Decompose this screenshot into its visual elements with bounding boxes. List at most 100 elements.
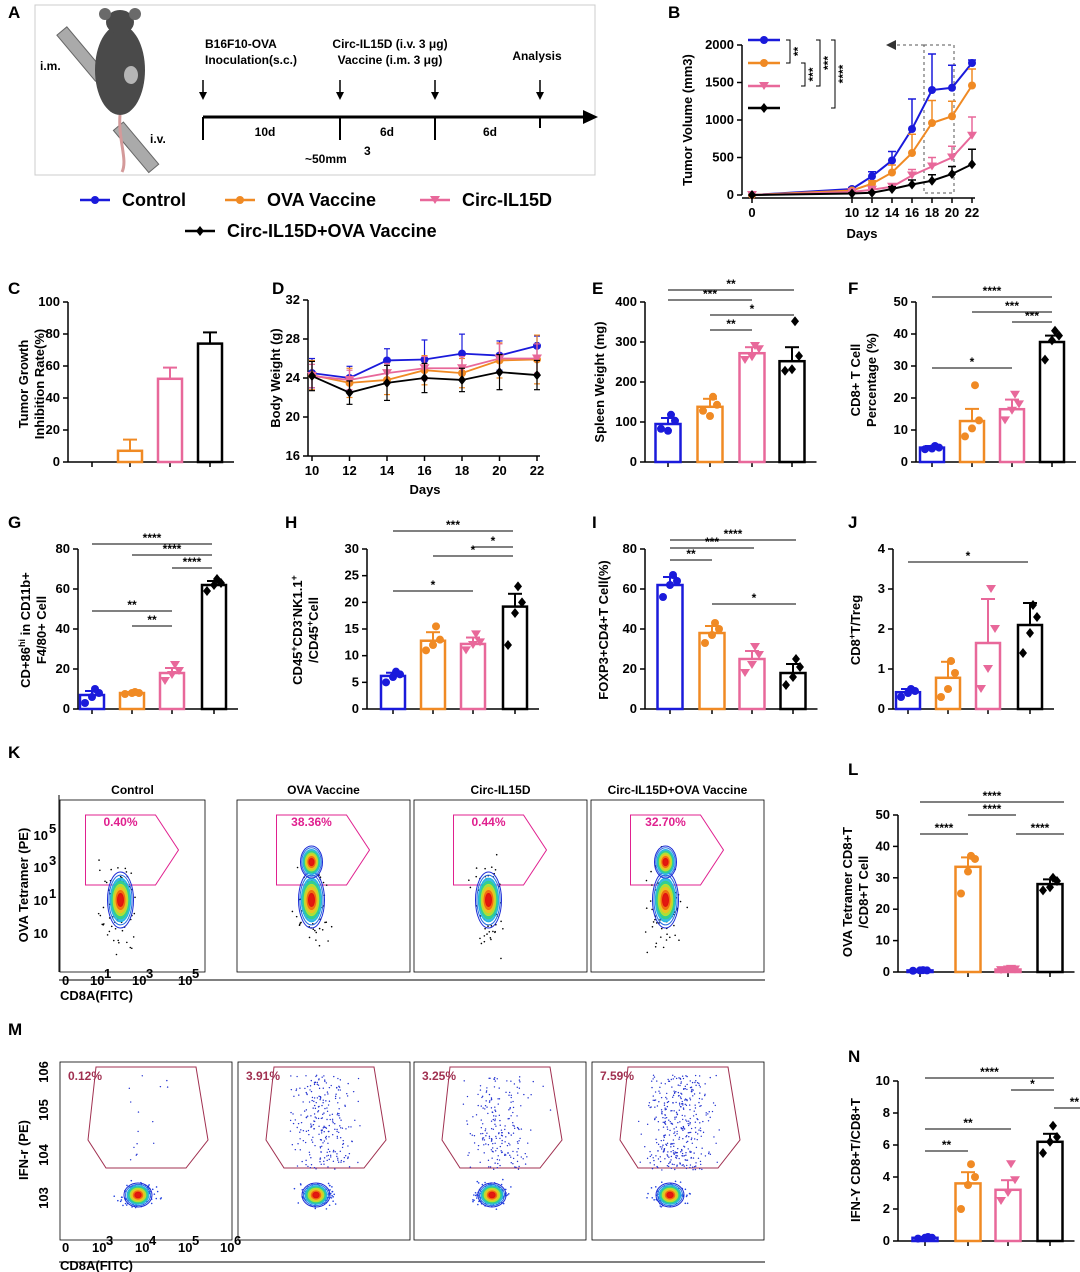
step1-line2: Inoculation(s.c.) xyxy=(205,53,297,67)
b-y-ticklabel: 1000 xyxy=(705,112,734,127)
n-y-ticklabel: 8 xyxy=(883,1105,890,1120)
m-y-ticklabel: 106 xyxy=(36,1061,51,1083)
f-sig-label: **** xyxy=(983,284,1002,298)
m-event-dot xyxy=(151,1188,154,1191)
m-event-dot xyxy=(499,1164,501,1167)
mouse-icon xyxy=(95,25,145,115)
m-event-dot xyxy=(657,1150,659,1152)
l-sig-label: **** xyxy=(983,789,1002,803)
m-event-dot xyxy=(672,1094,675,1097)
b-sig-label: *** xyxy=(806,67,820,81)
m-event-dot xyxy=(294,1119,297,1121)
m-event-dot xyxy=(673,1128,675,1130)
m-event-dot xyxy=(338,1112,340,1115)
m-event-dot xyxy=(678,1104,681,1106)
m-event-dot xyxy=(305,1116,308,1118)
m-event-dot xyxy=(687,1132,690,1134)
m-contour xyxy=(312,1191,320,1199)
m-event-dot xyxy=(314,1081,316,1083)
m-event-dot xyxy=(516,1151,518,1153)
m-event-dot xyxy=(651,1086,653,1089)
k-x-tick-2-sup: 3 xyxy=(146,966,153,981)
l-point xyxy=(996,966,1006,975)
k-ylabel: OVA Tetramer (PE) xyxy=(16,828,31,943)
m-event-dot xyxy=(497,1155,499,1157)
l-y-ticklabel: 20 xyxy=(876,901,890,916)
m-event-dot xyxy=(679,1084,681,1087)
m-event-dot xyxy=(527,1142,529,1144)
m-event-dot xyxy=(693,1110,695,1112)
m-event-dot xyxy=(648,1102,651,1104)
m-event-dot xyxy=(297,1122,300,1125)
k-gate xyxy=(276,814,371,886)
m-event-dot xyxy=(323,1075,325,1077)
m-event-dot xyxy=(516,1126,519,1129)
m-event-dot xyxy=(505,1091,507,1094)
j-point xyxy=(1029,600,1037,610)
route-im: i.m. xyxy=(40,59,61,73)
m-event-dot xyxy=(486,1087,488,1089)
m-plot-frame xyxy=(591,1061,765,1241)
m-event-dot xyxy=(658,1090,660,1092)
k-x-tick-1: 10 xyxy=(90,973,104,988)
k-event-dot xyxy=(132,936,135,938)
m-event-dot xyxy=(296,1075,298,1078)
c-y-ticklabel: 80 xyxy=(46,326,60,341)
n-point xyxy=(1049,1120,1057,1131)
g-point xyxy=(91,685,99,693)
m-event-dot xyxy=(331,1186,333,1188)
m-event-dot xyxy=(675,1090,677,1093)
i-point xyxy=(747,661,757,669)
n-sig-label: **** xyxy=(980,1065,999,1079)
m-event-dot xyxy=(332,1195,335,1198)
m-event-dot xyxy=(522,1158,524,1160)
e-sig-label: * xyxy=(750,302,755,316)
panel-label-N: N xyxy=(848,1047,860,1066)
m-event-dot xyxy=(476,1180,479,1183)
c-y-ticklabel: 0 xyxy=(53,454,60,469)
m-event-dot xyxy=(678,1102,681,1104)
m-event-dot xyxy=(336,1153,338,1155)
legend-marker xyxy=(196,226,204,236)
m-event-dot xyxy=(699,1167,701,1170)
m-event-dot xyxy=(344,1155,347,1157)
m-event-dot xyxy=(675,1116,678,1118)
m-event-dot xyxy=(504,1125,506,1127)
m-event-dot xyxy=(650,1080,653,1082)
m-event-dot xyxy=(686,1083,688,1086)
m-event-dot xyxy=(493,1078,496,1080)
i-y-ticklabel: 60 xyxy=(623,581,637,596)
m-event-dot xyxy=(339,1125,341,1127)
m-event-dot xyxy=(699,1092,701,1094)
m-event-dot xyxy=(659,1205,662,1207)
m-event-dot xyxy=(709,1076,711,1079)
m-event-dot xyxy=(468,1152,470,1154)
n-sig-label: ** xyxy=(1070,1095,1080,1109)
k-event-dot xyxy=(130,872,133,874)
k-gate-percent-1: 38.36% xyxy=(291,815,332,829)
f-sig-label: *** xyxy=(1025,309,1039,323)
m-event-dot xyxy=(156,1190,159,1193)
m-event-dot xyxy=(117,1199,119,1202)
m-event-dot xyxy=(347,1156,349,1158)
n-point xyxy=(964,1181,972,1189)
k-event-dot xyxy=(330,925,333,928)
j-point xyxy=(990,625,1000,633)
j-point xyxy=(983,665,993,673)
m-event-dot xyxy=(479,1085,482,1087)
m-event-dot xyxy=(711,1110,714,1113)
m-event-dot xyxy=(318,1087,321,1090)
k-event-dot xyxy=(686,906,689,909)
m-event-dot xyxy=(133,1146,135,1149)
m-event-dot xyxy=(669,1121,671,1123)
m-event-dot xyxy=(667,1155,669,1157)
h-ylabel-2: /CD45+Cell xyxy=(305,597,321,663)
m-event-dot xyxy=(664,1083,666,1085)
m-event-dot xyxy=(357,1077,360,1080)
f-y-ticklabel: 30 xyxy=(894,358,908,373)
k-group-title-2: Circ-IL15D xyxy=(470,783,530,797)
b-point xyxy=(948,83,956,92)
m-event-dot xyxy=(328,1124,330,1127)
m-event-dot xyxy=(661,1110,663,1113)
m-event-dot xyxy=(692,1168,694,1171)
